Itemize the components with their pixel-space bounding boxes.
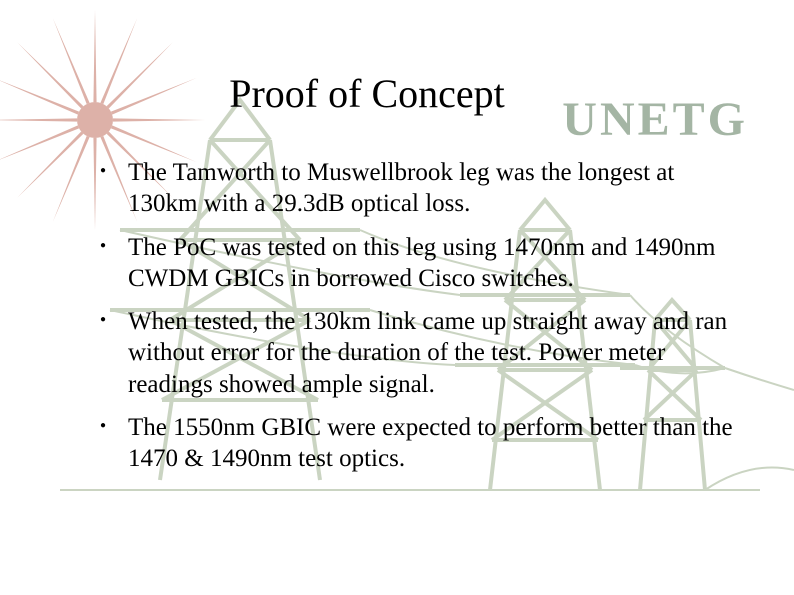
bullet-list: The Tamworth to Muswellbrook leg was the… — [60, 157, 734, 474]
slide-title: Proof of Concept — [0, 70, 734, 117]
list-item: The Tamworth to Muswellbrook leg was the… — [100, 157, 734, 220]
list-item: The PoC was tested on this leg using 147… — [100, 232, 734, 295]
list-item: The 1550nm GBIC were expected to perform… — [100, 412, 734, 475]
list-item: When tested, the 130km link came up stra… — [100, 306, 734, 400]
slide-content: Proof of Concept The Tamworth to Muswell… — [0, 0, 794, 595]
